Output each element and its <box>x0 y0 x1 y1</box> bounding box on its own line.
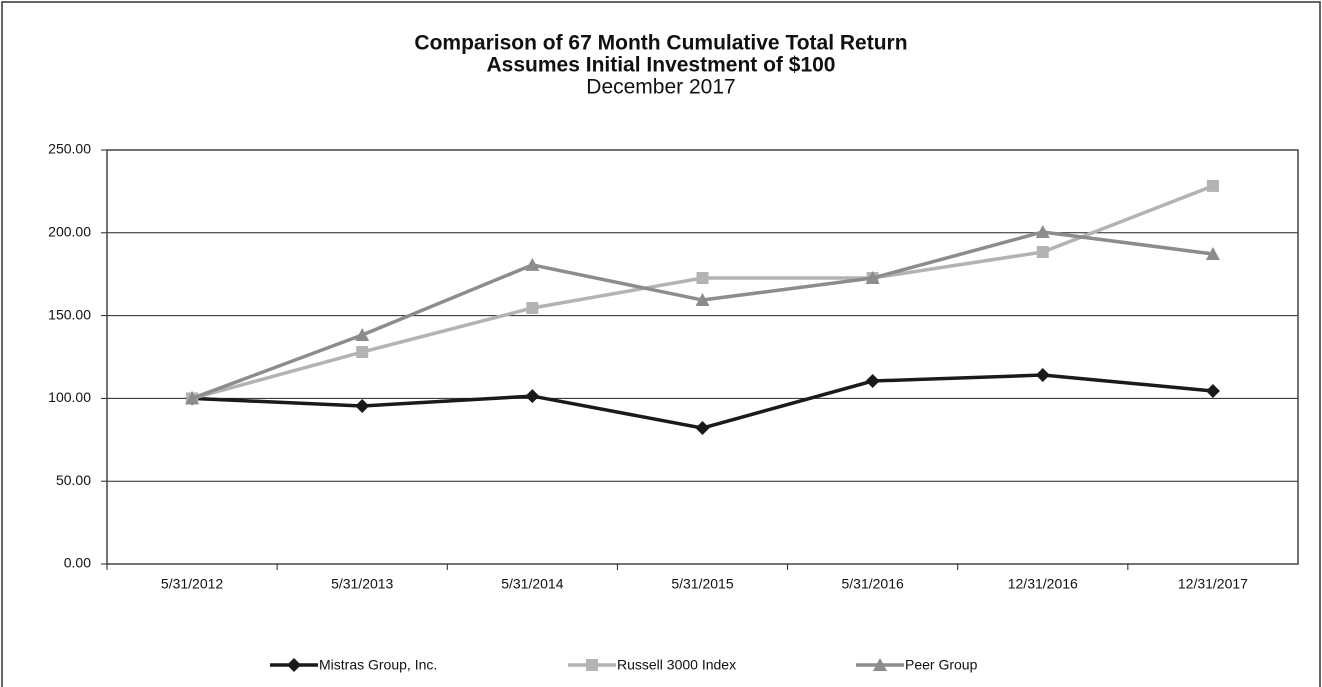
chart-title: Comparison of 67 Month Cumulative Total … <box>414 32 907 55</box>
y-tick-label: 100.00 <box>48 389 91 405</box>
marker <box>1036 246 1049 259</box>
marker <box>695 293 710 307</box>
marker <box>1035 368 1050 383</box>
legend-label: Russell 3000 Index <box>617 657 736 673</box>
x-tick-label: 5/31/2016 <box>841 576 903 592</box>
marker <box>1206 179 1219 192</box>
plot-area <box>106 149 1299 565</box>
marker <box>865 374 880 389</box>
marker <box>1205 383 1220 398</box>
series-line <box>191 373 1214 430</box>
x-tick-label: 5/31/2012 <box>161 576 223 592</box>
marker <box>586 659 598 671</box>
marker <box>356 346 369 359</box>
x-tick-label: 5/31/2014 <box>501 576 563 592</box>
marker <box>355 399 370 414</box>
y-tick-label: 250.00 <box>48 141 91 157</box>
marker <box>1205 246 1220 260</box>
marker <box>873 658 887 671</box>
marker <box>525 389 540 404</box>
marker <box>185 391 200 405</box>
marker <box>526 301 539 314</box>
x-tick-label: 12/31/2017 <box>1178 576 1248 592</box>
marker <box>695 421 710 436</box>
y-tick-label: 0.00 <box>64 555 91 571</box>
chart-date: December 2017 <box>586 76 735 99</box>
y-tick-label: 50.00 <box>56 472 91 488</box>
y-tick-label: 150.00 <box>48 306 91 322</box>
x-tick-label: 5/31/2015 <box>671 576 733 592</box>
y-tick-label: 200.00 <box>48 224 91 240</box>
x-tick-label: 5/31/2013 <box>331 576 393 592</box>
marker <box>696 272 709 285</box>
marker <box>1035 224 1050 238</box>
chart-subtitle: Assumes Initial Investment of $100 <box>487 54 836 77</box>
legend-label: Mistras Group, Inc. <box>319 657 437 673</box>
marker <box>287 658 301 672</box>
series-line <box>191 184 1214 401</box>
marker <box>355 327 370 341</box>
marker <box>525 257 540 271</box>
legend-label: Peer Group <box>905 657 978 673</box>
marker <box>865 271 880 285</box>
x-tick-label: 12/31/2016 <box>1008 576 1078 592</box>
